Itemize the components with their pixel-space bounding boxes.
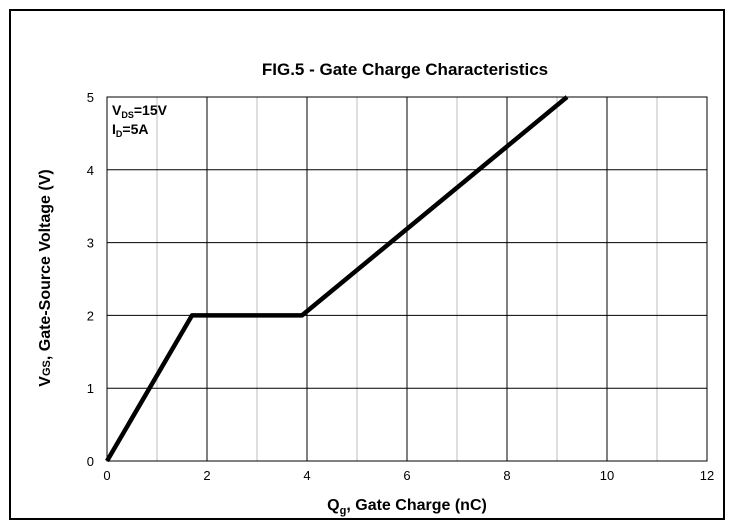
y-axis-label: VGS, Gate-Source Voltage (V) bbox=[37, 169, 54, 386]
grid bbox=[107, 97, 707, 461]
x-tick-label: 4 bbox=[303, 468, 310, 483]
y-tick-label: 0 bbox=[87, 454, 94, 469]
y-tick-label: 3 bbox=[87, 236, 94, 251]
plot-area-border bbox=[106, 96, 708, 462]
y-tick-label: 4 bbox=[87, 163, 94, 178]
y-tick-label: 1 bbox=[87, 381, 94, 396]
x-axis-ticks: 0 2 4 6 8 10 12 bbox=[103, 468, 714, 483]
y-tick-label: 2 bbox=[87, 308, 94, 323]
x-tick-label: 10 bbox=[600, 468, 614, 483]
series-group bbox=[105, 95, 569, 463]
annotation-vds: VDS=15V bbox=[112, 102, 168, 120]
x-tick-label: 2 bbox=[203, 468, 210, 483]
x-tick-label: 12 bbox=[700, 468, 714, 483]
chart-title: FIG.5 - Gate Charge Characteristics bbox=[262, 60, 548, 79]
x-tick-label: 8 bbox=[503, 468, 510, 483]
series-line bbox=[105, 95, 569, 463]
x-tick-label: 6 bbox=[403, 468, 410, 483]
y-tick-label: 5 bbox=[87, 90, 94, 105]
annotation-id: ID=5A bbox=[112, 121, 148, 139]
x-tick-label: 0 bbox=[103, 468, 110, 483]
x-axis-label: Qg, Gate Charge (nC) bbox=[327, 497, 487, 517]
y-axis-ticks: 0 1 2 3 4 5 bbox=[87, 90, 94, 469]
